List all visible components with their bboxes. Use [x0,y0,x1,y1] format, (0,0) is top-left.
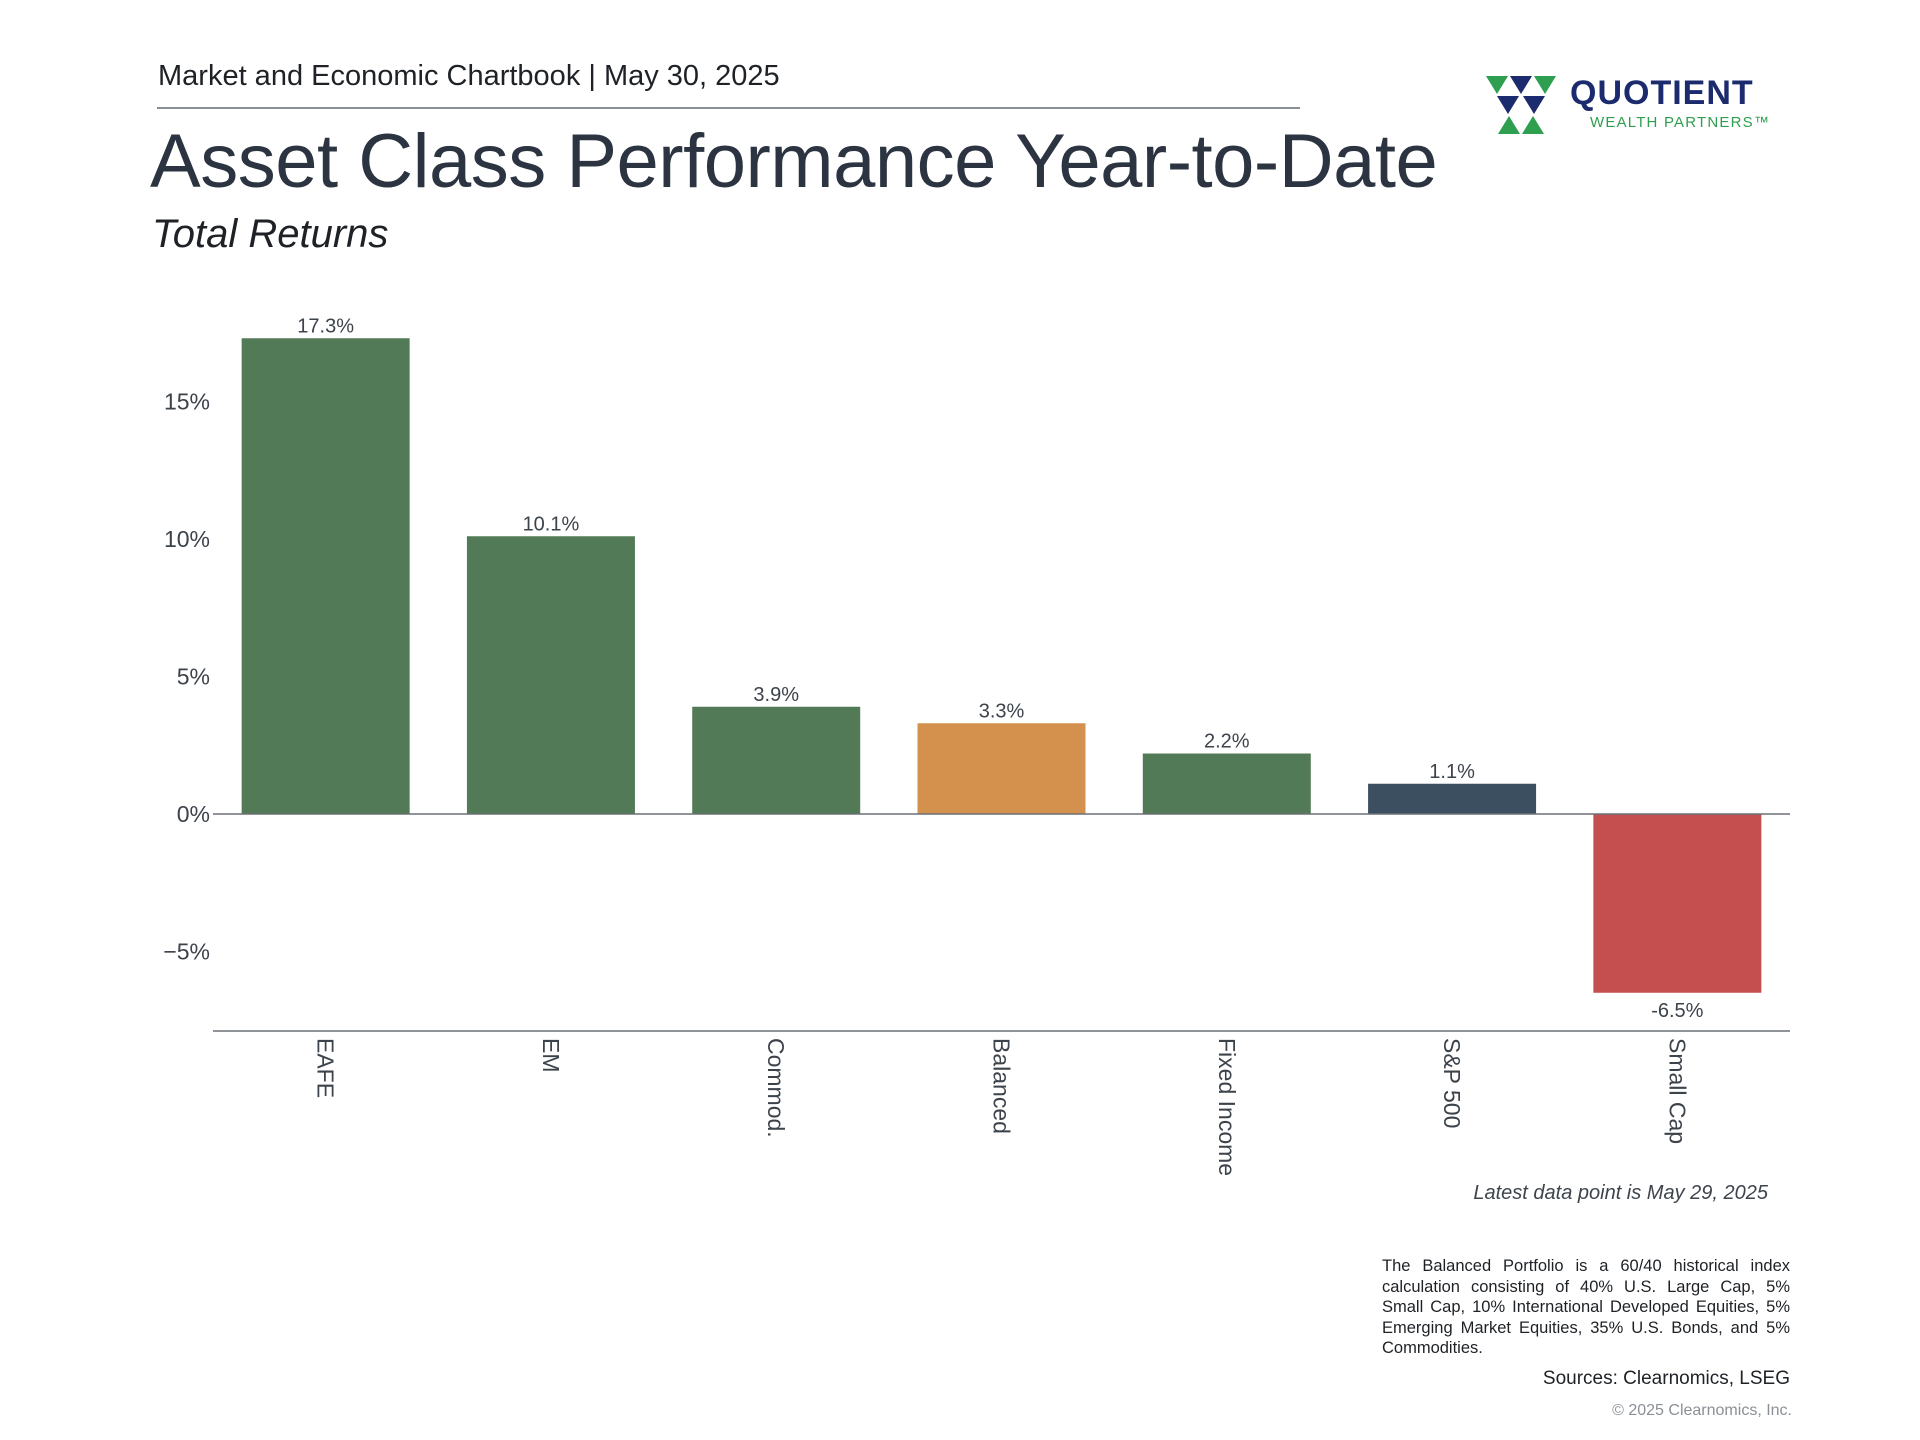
bar [692,706,861,814]
bar [1368,783,1537,814]
y-tick-label: 0% [177,801,210,827]
bar [466,536,635,814]
copyright: © 2025 Clearnomics, Inc. [1612,1402,1792,1419]
page-subtitle: Total Returns [152,212,389,256]
x-tick-label: Fixed Income [1214,1038,1240,1176]
data-label: 3.3% [979,700,1025,722]
header-divider [157,107,1300,109]
data-label: 17.3% [297,315,354,337]
data-label: 10.1% [523,513,580,535]
y-tick-label: 10% [164,526,210,552]
triangle-mark-icon [1486,76,1556,134]
x-tick-label: Balanced [989,1038,1015,1134]
data-labels: 17.3% 10.1% 3.9% 3.3% 2.2% 1.1% -6.5% [297,315,1703,1022]
y-tick-label: 5% [177,664,210,690]
x-tick-label: EAFE [313,1038,339,1098]
logo-tagline: WEALTH PARTNERS™ [1590,114,1771,131]
x-tick-label: EM [538,1038,564,1073]
data-label: -6.5% [1651,1000,1703,1022]
y-tick-label: −5% [163,939,210,965]
x-tick-label: S&P 500 [1439,1038,1465,1128]
y-axis-ticks: 15% 10% 5% 0% −5% [163,389,210,965]
y-tick-label: 15% [164,389,210,415]
logo-wordmark: QUOTIENT [1570,74,1754,112]
x-tick-label: Commod. [763,1038,789,1138]
sources-line: Sources: Clearnomics, LSEG [1542,1368,1790,1389]
page-title: Asset Class Performance Year-to-Date [150,119,1438,204]
bar [1593,814,1762,993]
bar [241,338,410,814]
company-logo: QUOTIENT WEALTH PARTNERS™ [1486,74,1786,136]
balanced-portfolio-note: The Balanced Portfolio is a 60/40 histor… [1382,1257,1790,1357]
bar [917,723,1086,814]
bars [241,338,1762,993]
latest-data-note: Latest data point is May 29, 2025 [1473,1182,1768,1204]
x-tick-label: Small Cap [1664,1038,1690,1144]
bar [1142,753,1311,814]
chartbook-header: Market and Economic Chartbook | May 30, … [158,60,780,92]
x-axis-labels: EAFE EM Commod. Balanced Fixed Income S&P 500… [313,1038,1691,1176]
data-label: 2.2% [1204,731,1250,753]
data-label: 3.9% [753,684,799,706]
axes [213,813,1790,1032]
data-label: 1.1% [1429,761,1475,783]
